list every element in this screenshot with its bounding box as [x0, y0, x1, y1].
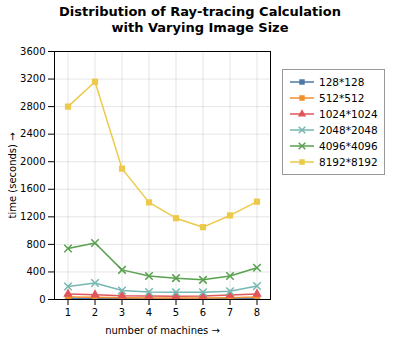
- svg-text:time (seconds) →: time (seconds) →: [7, 132, 18, 218]
- svg-text:8: 8: [254, 306, 260, 317]
- html-text:2048*2048: 2048*2048: [319, 123, 378, 136]
- svg-text:3600: 3600: [20, 45, 45, 56]
- svg-text:6: 6: [200, 306, 206, 317]
- svg-text:number of machines →: number of machines →: [105, 324, 220, 335]
- html-text:512*512: 512*512: [319, 91, 365, 104]
- svg-text:1600: 1600: [20, 183, 45, 194]
- html-text:8192*8192: 8192*8192: [319, 155, 378, 168]
- svg-text:3: 3: [119, 306, 125, 317]
- svg-text:4: 4: [146, 306, 152, 317]
- svg-text:2400: 2400: [20, 128, 45, 139]
- svg-text:1200: 1200: [20, 211, 45, 222]
- svg-text:2800: 2800: [20, 100, 45, 111]
- html-text:128*128: 128*128: [319, 75, 365, 88]
- svg-text:7: 7: [227, 306, 233, 317]
- svg-text:3200: 3200: [20, 73, 45, 84]
- svg-text:0: 0: [39, 293, 45, 304]
- svg-text:5: 5: [173, 306, 179, 317]
- svg-text:2000: 2000: [20, 155, 45, 166]
- svg-text:400: 400: [26, 266, 45, 277]
- html-text:Distribution of Ray-tracing Ca: Distribution of Ray-tracing Calculation …: [59, 4, 341, 36]
- svg-text:1: 1: [65, 306, 71, 317]
- svg-text:2: 2: [92, 306, 98, 317]
- html-text:1024*1024: 1024*1024: [319, 107, 378, 120]
- svg-text:800: 800: [26, 238, 45, 249]
- html-text:4096*4096: 4096*4096: [319, 139, 378, 152]
